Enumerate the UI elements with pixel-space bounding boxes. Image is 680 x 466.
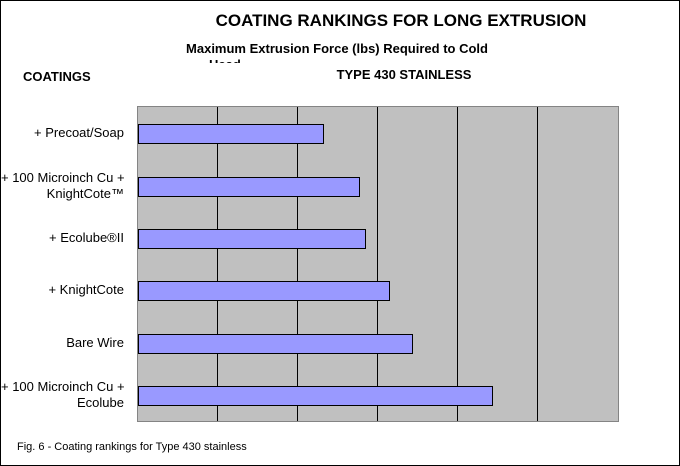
bar-3 <box>138 281 390 302</box>
bar-5 <box>138 385 493 406</box>
category-label: + Precoat/Soap <box>1 125 124 141</box>
y-axis-title: COATINGS <box>23 69 91 84</box>
bar-1 <box>138 176 360 197</box>
bar-0 <box>138 124 324 145</box>
gridline <box>377 107 378 421</box>
series-label: TYPE 430 STAINLESS <box>336 67 472 82</box>
category-label: + 100 Microinch Cu + KnightCote™ <box>1 169 125 202</box>
bar-2 <box>138 228 366 249</box>
category-label-column: + Precoat/Soap + 100 Microinch Cu + Knight… <box>1 106 131 420</box>
category-label: + Ecolube®II <box>1 230 124 246</box>
category-label: + 100 Microinch Cu + Ecolube <box>1 378 125 411</box>
gridline <box>457 107 458 421</box>
category-label-line: + 100 Microinch Cu + <box>1 378 125 394</box>
category-label-line: + Precoat/Soap <box>34 125 124 141</box>
gridline <box>297 107 298 421</box>
gridline <box>217 107 218 421</box>
plot-area <box>137 106 619 422</box>
category-label-line: Bare Wire <box>66 334 124 350</box>
gridline <box>537 107 538 421</box>
chart-title: COATING RANKINGS FOR LONG EXTRUSION <box>215 11 587 30</box>
bar-4 <box>138 333 413 354</box>
category-label-line: + Ecolube®II <box>49 229 124 245</box>
figure-caption: Fig. 6 - Coating rankings for Type 430 s… <box>17 441 247 453</box>
category-label-line: + 100 Microinch Cu + <box>1 169 125 185</box>
chart-subtitle: Maximum Extrusion Force (lbs) Required t… <box>186 41 488 56</box>
category-label-line: Ecolube <box>77 394 124 410</box>
category-label: + KnightCote <box>1 282 124 298</box>
category-label: Bare Wire <box>1 335 124 351</box>
category-label-line: KnightCote™ <box>46 185 124 201</box>
chart-subtitle-clipped-line: Head <box>209 58 409 63</box>
category-label-line: + KnightCote <box>48 282 124 298</box>
